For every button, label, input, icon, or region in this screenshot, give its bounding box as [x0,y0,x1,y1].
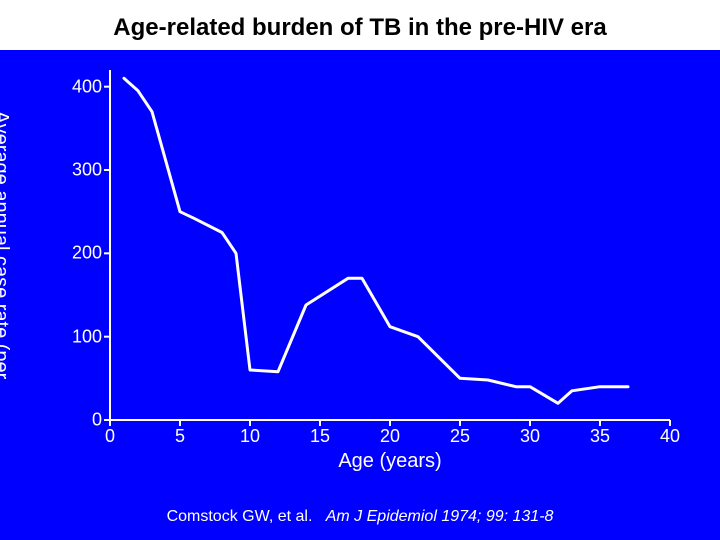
x-tick-label: 10 [240,426,260,447]
plot-area: Age (years) 0100200300400051015202530354… [110,70,670,420]
title-bar: Age-related burden of TB in the pre-HIV … [20,6,700,50]
citation: Comstock GW, et al. Am J Epidemiol 1974;… [0,508,720,526]
citation-journal [317,508,326,525]
y-tick-label: 400 [72,76,102,97]
x-tick-label: 0 [105,426,115,447]
x-axis-label: Age (years) [110,450,670,473]
y-tick-label: 100 [72,326,102,347]
x-tick-label: 15 [310,426,330,447]
y-tick-label: 200 [72,243,102,264]
chart-panel: Average annual case rate (per 100,000) A… [0,50,720,540]
x-tick-label: 35 [590,426,610,447]
citation-author: Comstock GW, et al. [167,508,313,525]
y-tick-label: 0 [92,410,102,431]
slide: Age-related burden of TB in the pre-HIV … [0,0,720,540]
slide-title: Age-related burden of TB in the pre-HIV … [113,14,606,42]
y-tick-label: 300 [72,160,102,181]
series-case_rate [124,78,628,403]
x-tick-label: 5 [175,426,185,447]
x-tick-label: 30 [520,426,540,447]
x-tick-label: 25 [450,426,470,447]
citation-journal-text: Am J Epidemiol 1974; 99: 131-8 [326,508,554,525]
x-tick-label: 40 [660,426,680,447]
y-axis-label: Average annual case rate (per 100,000) [0,70,12,420]
plot-wrap: Age (years) 0 100 200 300 400 0 5 10 15 20 25 30 35 4… [70,70,710,490]
chart-svg [110,70,670,420]
x-tick-label: 20 [380,426,400,447]
